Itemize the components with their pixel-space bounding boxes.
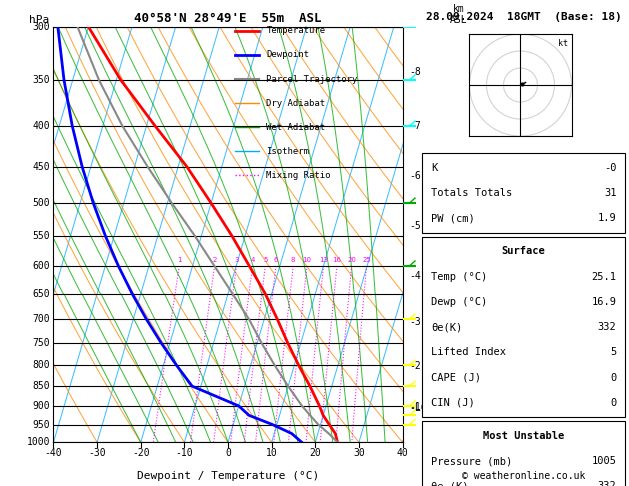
Text: Surface: Surface (502, 246, 545, 256)
Text: θe (K): θe (K) (431, 482, 469, 486)
Text: 0: 0 (225, 449, 231, 458)
Text: Mixing Ratio: Mixing Ratio (267, 171, 331, 180)
FancyBboxPatch shape (423, 421, 625, 486)
Text: 750: 750 (32, 338, 50, 348)
Text: Isotherm: Isotherm (267, 147, 309, 156)
Text: 0: 0 (610, 373, 616, 382)
Text: -3: -3 (409, 317, 421, 327)
Text: 4: 4 (250, 258, 255, 263)
Text: 8: 8 (291, 258, 296, 263)
Text: -LCL: -LCL (409, 403, 433, 413)
Text: Temp (°C): Temp (°C) (431, 272, 487, 281)
Text: 30: 30 (353, 449, 365, 458)
Text: Parcel Trajectory: Parcel Trajectory (267, 74, 358, 84)
Text: Dry Adiabat: Dry Adiabat (267, 99, 326, 108)
Text: Dewp (°C): Dewp (°C) (431, 297, 487, 307)
Text: 16: 16 (332, 258, 342, 263)
Text: -0: -0 (604, 163, 616, 173)
Text: Lifted Index: Lifted Index (431, 347, 506, 357)
Text: 25.1: 25.1 (591, 272, 616, 281)
Text: -5: -5 (409, 222, 421, 231)
Text: 5: 5 (610, 347, 616, 357)
Text: 1: 1 (177, 258, 181, 263)
Text: -20: -20 (132, 449, 150, 458)
Text: 1005: 1005 (591, 456, 616, 466)
Text: Wet Adiabat: Wet Adiabat (267, 123, 326, 132)
Text: -2: -2 (409, 361, 421, 371)
Text: 6: 6 (274, 258, 278, 263)
Text: 800: 800 (32, 360, 50, 370)
Text: 25: 25 (362, 258, 371, 263)
Text: 450: 450 (32, 162, 50, 172)
Text: -7: -7 (409, 121, 421, 131)
Text: 5: 5 (263, 258, 267, 263)
Text: 332: 332 (598, 482, 616, 486)
Text: 2: 2 (213, 258, 217, 263)
FancyBboxPatch shape (423, 237, 625, 417)
Text: Dewpoint: Dewpoint (267, 51, 309, 59)
Text: 1000: 1000 (26, 437, 50, 447)
Text: Temperature: Temperature (267, 26, 326, 35)
Text: 10: 10 (303, 258, 311, 263)
Text: -6: -6 (409, 171, 421, 181)
Text: 400: 400 (32, 121, 50, 131)
Text: 3: 3 (234, 258, 238, 263)
Text: Mixing Ratio (g/kg): Mixing Ratio (g/kg) (474, 241, 484, 353)
Text: 10: 10 (266, 449, 277, 458)
Text: -40: -40 (45, 449, 62, 458)
Text: 332: 332 (598, 322, 616, 332)
Text: CIN (J): CIN (J) (431, 398, 475, 408)
Text: km
ASL: km ASL (450, 4, 467, 25)
Text: CAPE (J): CAPE (J) (431, 373, 481, 382)
Text: © weatheronline.co.uk: © weatheronline.co.uk (462, 471, 586, 481)
Text: 350: 350 (32, 75, 50, 85)
Text: Dewpoint / Temperature (°C): Dewpoint / Temperature (°C) (137, 471, 319, 481)
Text: 500: 500 (32, 198, 50, 208)
Text: 550: 550 (32, 231, 50, 241)
Text: 16.9: 16.9 (591, 297, 616, 307)
Text: 300: 300 (32, 22, 50, 32)
Text: 650: 650 (32, 289, 50, 298)
Text: 40°58'N 28°49'E  55m  ASL: 40°58'N 28°49'E 55m ASL (134, 12, 322, 25)
Text: 850: 850 (32, 381, 50, 391)
Text: -30: -30 (88, 449, 106, 458)
FancyBboxPatch shape (423, 153, 625, 233)
Text: 1.9: 1.9 (598, 213, 616, 223)
Text: Most Unstable: Most Unstable (483, 431, 564, 441)
Text: 900: 900 (32, 401, 50, 411)
Text: K: K (431, 163, 437, 173)
Text: 600: 600 (32, 261, 50, 271)
Text: 40: 40 (397, 449, 408, 458)
Text: 20: 20 (309, 449, 321, 458)
Text: -8: -8 (409, 67, 421, 77)
Text: Totals Totals: Totals Totals (431, 188, 512, 198)
Text: 700: 700 (32, 314, 50, 324)
Text: 13: 13 (319, 258, 328, 263)
Text: Pressure (mb): Pressure (mb) (431, 456, 512, 466)
Text: hPa: hPa (29, 15, 49, 25)
Text: 950: 950 (32, 419, 50, 430)
Text: PW (cm): PW (cm) (431, 213, 475, 223)
Text: kt: kt (558, 39, 568, 48)
Text: -1: -1 (409, 401, 421, 412)
Text: 0: 0 (610, 398, 616, 408)
Text: -4: -4 (409, 271, 421, 281)
Text: 28.09.2024  18GMT  (Base: 18): 28.09.2024 18GMT (Base: 18) (426, 12, 621, 22)
Text: -10: -10 (175, 449, 193, 458)
Text: θe(K): θe(K) (431, 322, 462, 332)
Text: 20: 20 (347, 258, 356, 263)
Text: 31: 31 (604, 188, 616, 198)
